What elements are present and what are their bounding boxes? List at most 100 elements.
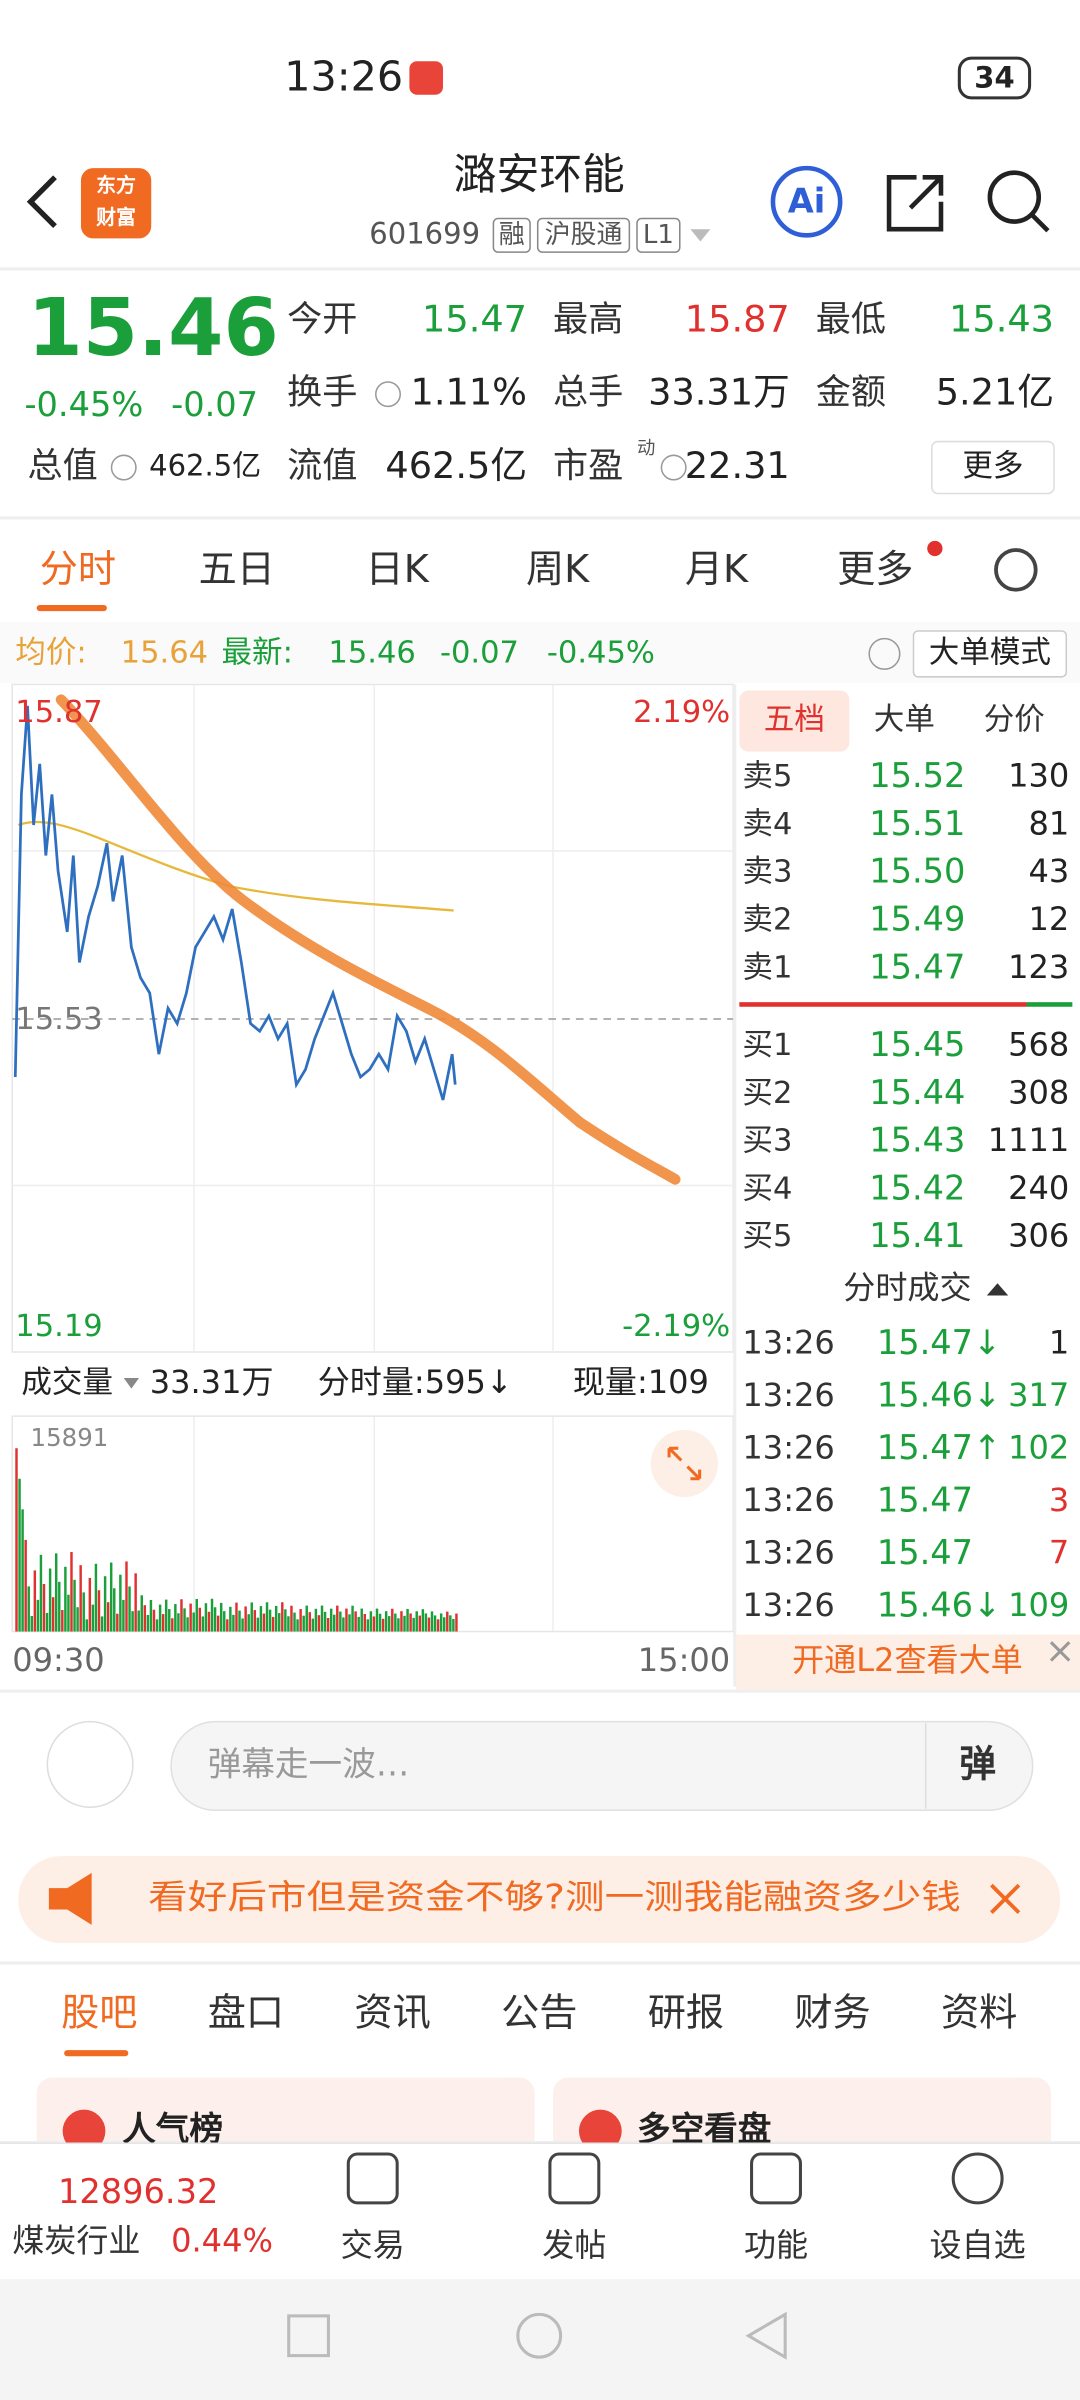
search-icon[interactable] (987, 170, 1042, 224)
volume-bar (97, 1590, 101, 1632)
volume-bar (229, 1606, 232, 1632)
back-button[interactable] (745, 2311, 787, 2360)
nav-label[interactable]: 设自选 (930, 2226, 1026, 2264)
divider (0, 516, 1080, 520)
danmaku-icon[interactable] (46, 1720, 134, 1808)
volume-bar (42, 1584, 46, 1632)
section-tab[interactable]: 资讯 (354, 1991, 430, 2035)
volume-bar (27, 1586, 30, 1632)
volume-bar (131, 1611, 134, 1632)
avg-label: 均价: (15, 635, 86, 670)
chart-tab[interactable]: 日K (366, 548, 430, 592)
chart-tab[interactable]: 分时 (40, 548, 116, 592)
volume-bar (152, 1609, 156, 1632)
book-tab[interactable]: 分价 (984, 703, 1045, 738)
volume-bar (244, 1606, 247, 1632)
l2-bg[interactable] (736, 1634, 1080, 1690)
volume-bar (354, 1611, 357, 1632)
nav-icon (548, 2152, 601, 2205)
section-tab[interactable]: 资料 (941, 1991, 1017, 2035)
chart-tab[interactable]: 月K (685, 548, 749, 592)
volume-bars (15, 1448, 458, 1632)
bid-label: 买3 (742, 1124, 792, 1159)
field-label: 市盈 (553, 446, 623, 487)
close-icon[interactable] (1049, 1641, 1071, 1662)
settings-icon[interactable] (994, 548, 1038, 592)
bid-label: 买1 (742, 1028, 792, 1063)
volume-bar (122, 1599, 125, 1632)
close-icon[interactable] (990, 1883, 1021, 1914)
nav-label[interactable]: 交易 (341, 2226, 405, 2264)
volume-bar (51, 1597, 55, 1632)
trade-price: 15.47 (877, 1533, 973, 1572)
more-button[interactable] (931, 440, 1055, 495)
ai-icon[interactable] (770, 165, 843, 238)
tag-box (636, 217, 681, 253)
bid-price: 15.41 (869, 1216, 965, 1255)
section-tab[interactable]: 盘口 (208, 1991, 284, 2035)
tag-box (536, 217, 631, 253)
volume-bar (366, 1619, 370, 1632)
field-value: 462.5亿 (149, 449, 261, 483)
expand-button[interactable] (650, 1429, 718, 1498)
battery (957, 56, 1032, 100)
volume-bar (91, 1604, 95, 1632)
trade-price: 15.47↓ (877, 1323, 1001, 1362)
volume-bar (219, 1602, 223, 1632)
chart-tab[interactable]: 更多 (837, 548, 913, 592)
field-value: 15.47 (422, 297, 527, 340)
section-tab[interactable]: 财务 (794, 1991, 870, 2035)
latest-change: -0.07 (440, 635, 519, 670)
chart-tab[interactable]: 五日 (199, 548, 275, 592)
danmaku-button[interactable]: 弹 (959, 1742, 996, 1785)
ask-qty: 81 (1028, 804, 1069, 842)
chart-tab[interactable]: 周K (526, 548, 590, 592)
section-tab[interactable]: 公告 (501, 1991, 577, 2035)
info-icon (660, 454, 687, 481)
volume-bar (18, 1478, 21, 1632)
mode-label[interactable]: 大单模式 (929, 635, 1051, 670)
volume-bar (418, 1615, 422, 1632)
book-tab[interactable]: 五档 (764, 703, 825, 738)
comment-placeholder[interactable]: 弹幕走一波… (208, 1744, 410, 1783)
section-tab[interactable]: 研报 (648, 1991, 724, 2035)
more-label[interactable]: 更多 (962, 449, 1023, 484)
nav-label[interactable]: 功能 (744, 2226, 808, 2264)
banner-bg[interactable] (18, 1856, 1061, 1944)
volume-bar (430, 1611, 434, 1632)
trade-price: 15.46↓ (877, 1586, 1001, 1625)
book-tab[interactable]: 大单 (874, 703, 935, 738)
volume-bar (339, 1611, 342, 1632)
volume-bar (103, 1576, 107, 1632)
share-icon[interactable] (886, 174, 944, 232)
volume-bar (39, 1554, 43, 1632)
nav-label[interactable]: 发帖 (542, 2226, 606, 2264)
book-tab-active[interactable] (739, 690, 850, 752)
volume-bar (30, 1616, 33, 1632)
l2-link[interactable]: 开通L2查看大单 (792, 1641, 1023, 1679)
volume-label[interactable]: 成交量 (21, 1366, 113, 1401)
home-button[interactable] (516, 2312, 563, 2359)
back-icon[interactable] (26, 175, 57, 229)
volume-bar (326, 1617, 330, 1632)
recent-button[interactable] (287, 2314, 330, 2358)
banner-text[interactable]: 看好后市但是资金不够?测一测我能融资多少钱 (148, 1877, 961, 1916)
field-value: 22.31 (685, 444, 790, 487)
tag-box (492, 217, 531, 253)
trade-qty: 3 (1049, 1481, 1069, 1519)
volume-bar (388, 1616, 391, 1632)
app-logo (80, 168, 152, 239)
comment-input[interactable] (170, 1720, 1034, 1812)
field-label: 总值 (27, 446, 97, 487)
volume-bar (73, 1579, 76, 1632)
mode-button[interactable] (912, 630, 1068, 678)
volume-bar (226, 1619, 229, 1632)
section-tab[interactable]: 股吧 (61, 1991, 137, 2035)
ask-label: 卖4 (742, 807, 792, 842)
ai-label[interactable]: Ai (788, 182, 826, 221)
search-icon[interactable] (1031, 213, 1050, 233)
volume-bar (271, 1616, 275, 1632)
volume-bar (164, 1599, 168, 1632)
trades-title: 分时成交 (843, 1268, 971, 1306)
volume-bar (100, 1616, 104, 1632)
